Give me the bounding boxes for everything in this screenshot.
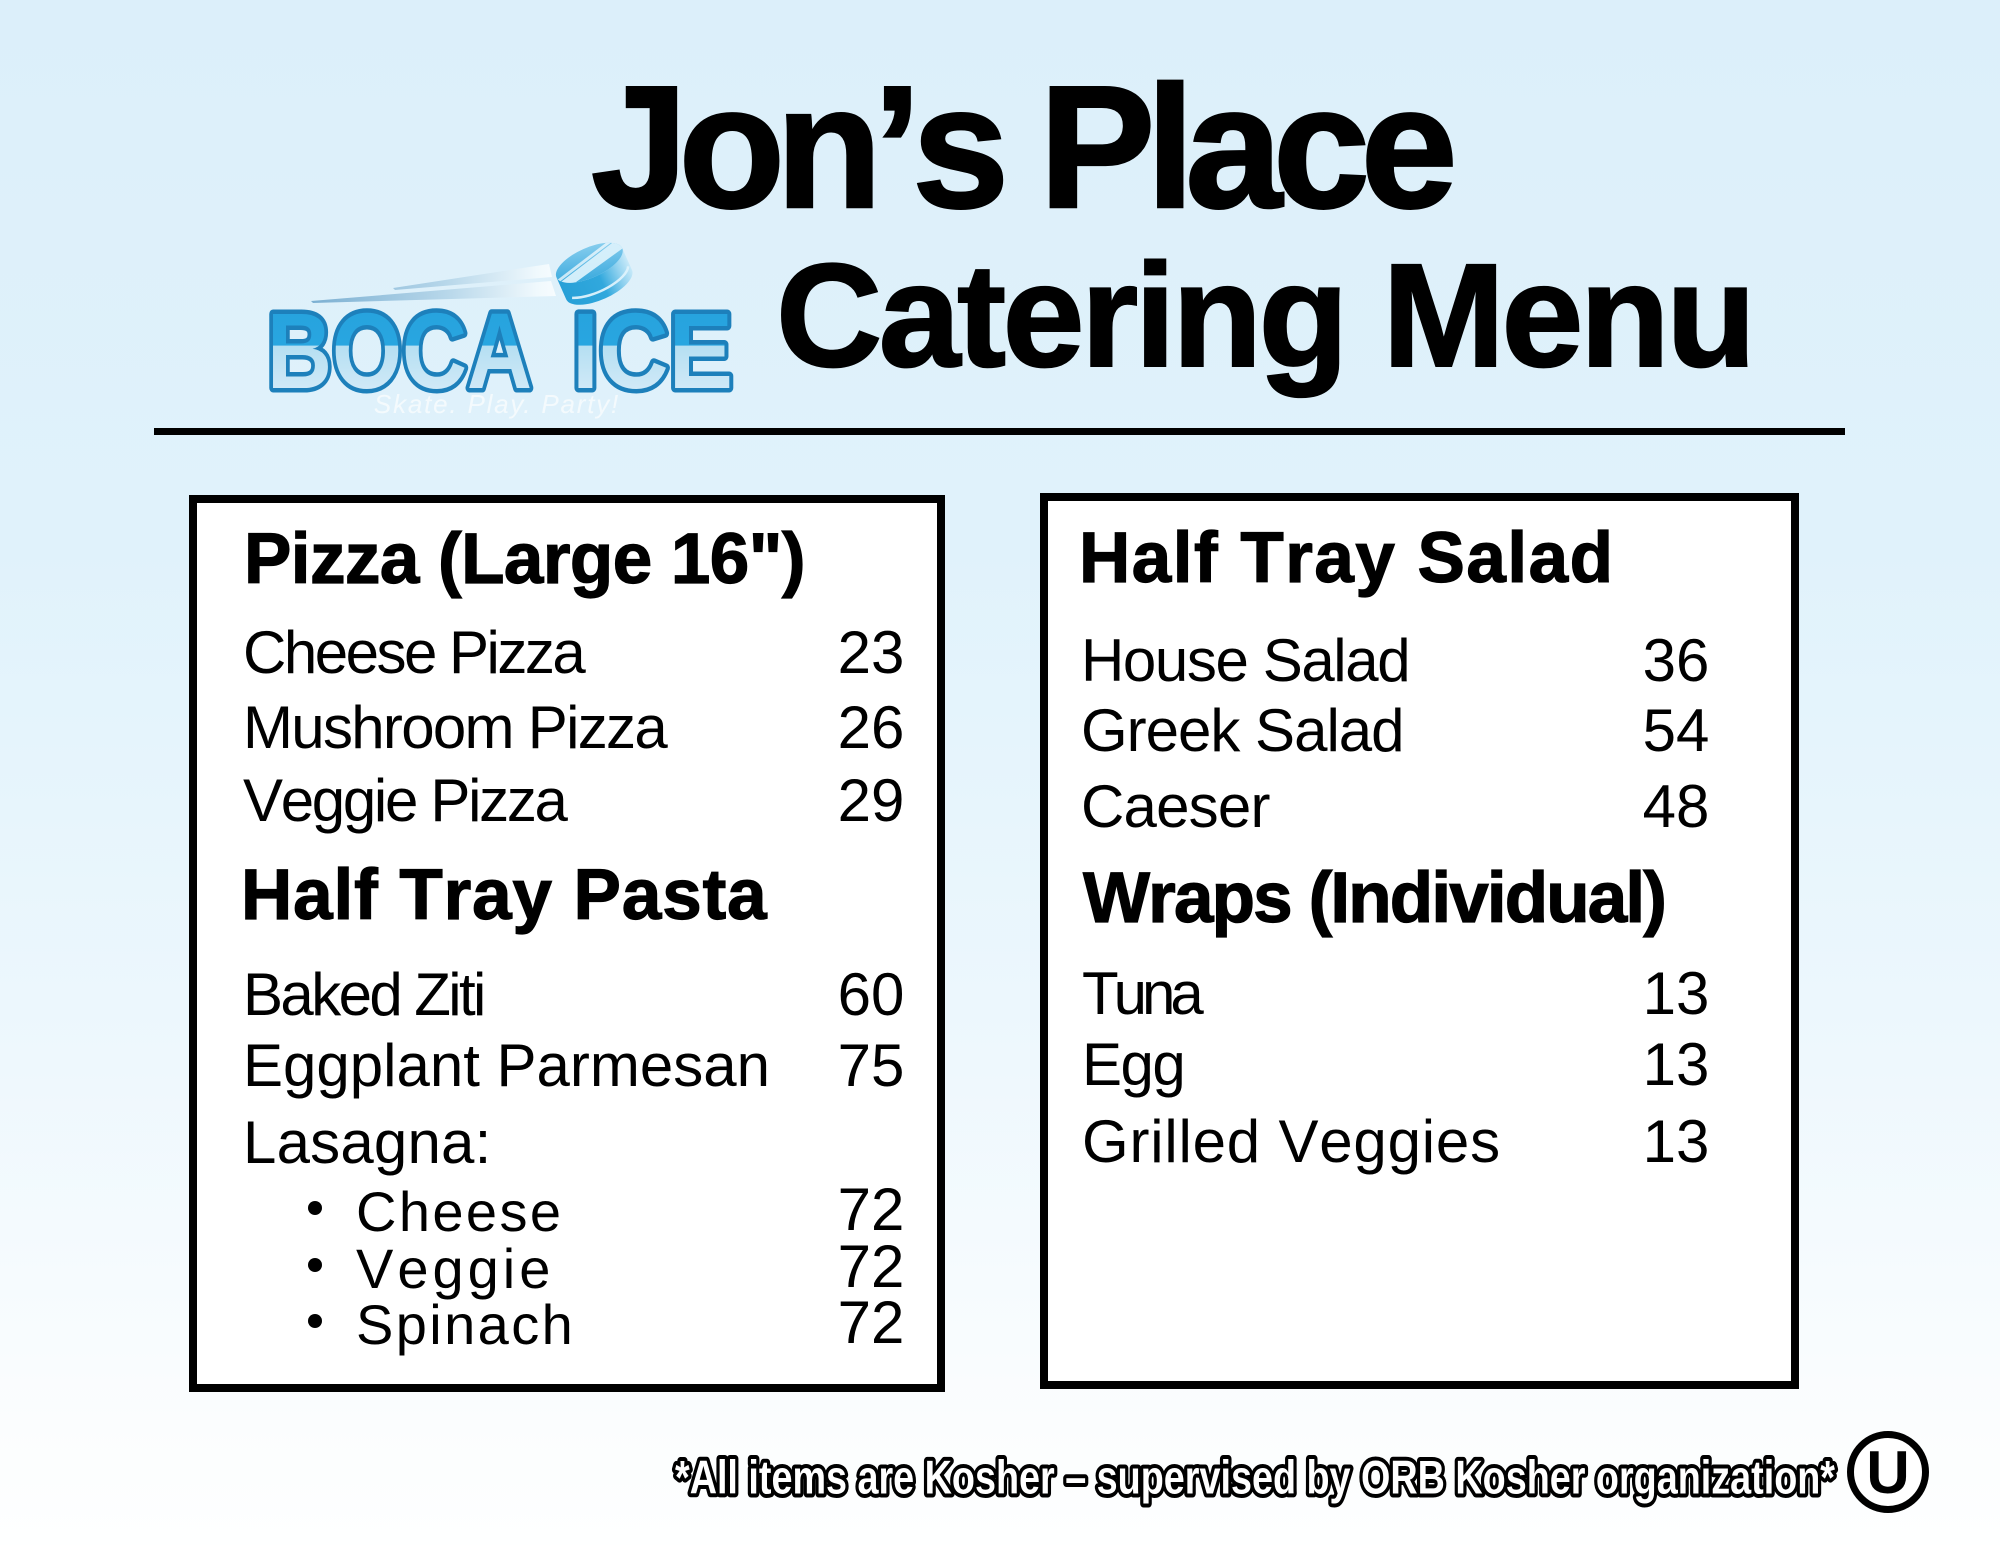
- svg-text:ICE: ICE: [572, 290, 733, 411]
- svg-text:BOCA: BOCA: [267, 290, 532, 411]
- svg-text:Skate. Play. Party!: Skate. Play. Party!: [374, 389, 620, 419]
- svg-text:U: U: [1866, 1439, 1909, 1506]
- svg-text:*All items are Kosher – superv: *All items are Kosher – supervised by OR…: [675, 1451, 1836, 1504]
